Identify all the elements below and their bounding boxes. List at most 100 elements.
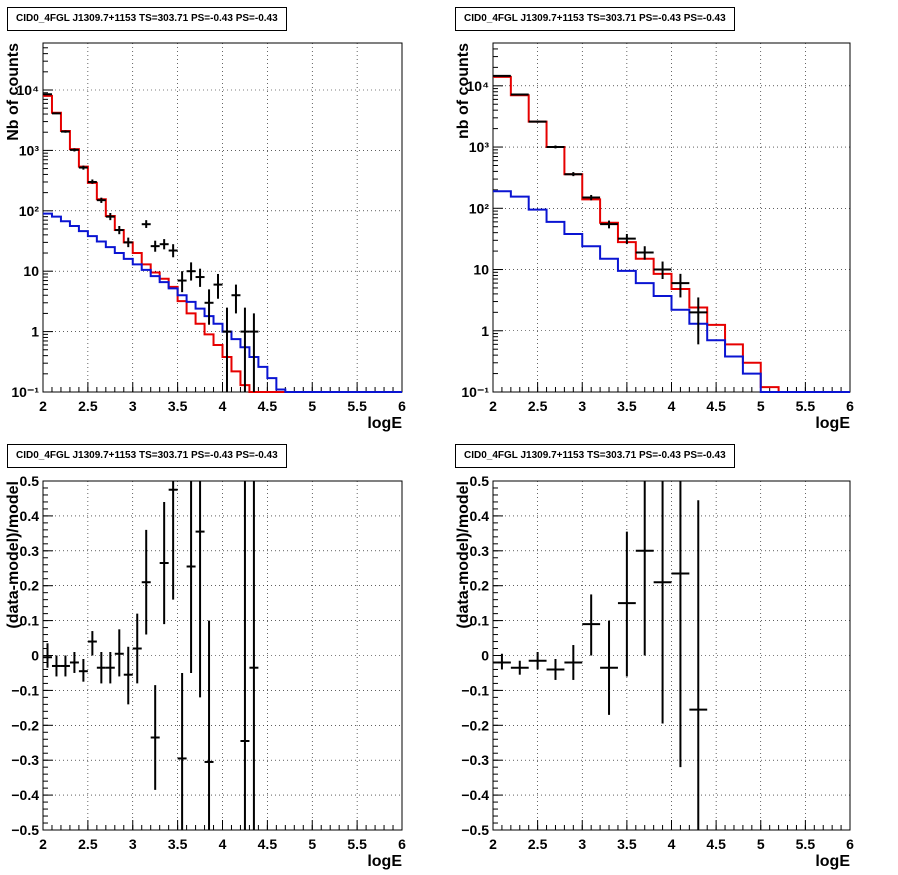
data-point [114,629,124,677]
data-point [51,655,61,677]
data-point [168,244,178,258]
y-tick-label: −0.5 [461,822,489,838]
data-point [43,643,52,668]
data-point [689,500,708,830]
background-model-histogram [493,190,850,393]
y-tick-label: 0.2 [470,578,490,594]
data-point [69,148,79,152]
y-tick-label: 10⁻¹ [461,384,489,400]
y-tick-label: 0.5 [20,473,40,489]
y-tick-label: 0 [31,648,39,664]
data-point [222,307,232,392]
y-tick-label: 0 [481,648,489,664]
data-point [510,93,529,96]
plot-bottom-left: 2 2.5 3 3.5 4 4.5 5 5.5 6 −0.5 −0.4 −0.3 −0.2 −0.1 0 0.… [5,473,406,870]
chart-title-top-left: CID0_4FGL J1309.7+1153 TS=303.71 PS=-0.4… [7,7,287,31]
y-tick-label: 0.5 [470,473,490,489]
data-point [141,220,151,228]
x-axis-label: logE [815,853,850,870]
y-tick-label: −0.4 [11,787,39,803]
y-tick-label: 0.2 [20,578,40,594]
data-point [114,226,124,235]
x-axis-label: logE [367,853,402,870]
data-point [150,685,160,790]
data-point [617,531,636,677]
data-point [510,660,529,675]
data-point [195,268,205,287]
y-tick-label: 1 [481,323,489,339]
y-tick-label: 0.4 [20,508,40,524]
x-tick-label: 4 [219,836,227,852]
x-axis-label: logE [367,415,402,432]
plot-top-left: 2 2.5 3 3.5 4 4.5 5 5.5 6 10⁻¹ 1 10 10² 10³ 10⁴ logE Nb … [5,42,406,432]
plot-frame [42,42,403,393]
chart-title-bottom-right: CID0_4FGL J1309.7+1153 TS=303.71 PS=-0.4… [455,444,735,468]
data-point [51,112,61,115]
y-tick-label: 10² [469,200,490,216]
x-tick-label: 6 [846,398,854,414]
x-tick-label: 5.5 [347,836,367,852]
plot-bottom-right: 2 2.5 3 3.5 4 4.5 5 5.5 6 −0.5 −0.4 −0.3 −0.2 −0.1 0 0.… [455,473,854,870]
data-point [204,620,214,830]
data-point [564,645,583,680]
x-tick-label: 5.5 [796,398,816,414]
data-point [168,481,178,600]
x-tick-label: 3.5 [617,836,637,852]
x-tick-label: 3.5 [168,836,188,852]
data-point [493,74,511,77]
data-point [159,501,169,625]
data-point [195,481,205,698]
data-point [546,658,565,680]
data-point [231,284,241,314]
data-point [96,652,106,684]
y-tick-label: 0.1 [470,613,490,629]
x-axis-label: logE [815,415,850,432]
data-point [87,179,97,184]
y-tick-label: −0.5 [11,822,39,838]
y-tick-label: 0.3 [470,543,490,559]
x-tick-label: 3.5 [617,398,637,414]
plot-frame [42,480,403,831]
x-tick-label: 2.5 [78,836,98,852]
data-point [69,652,79,673]
data-point [617,234,636,245]
data-point [186,262,196,281]
data-point [96,197,106,203]
data-point [105,212,115,221]
data-point [123,646,133,705]
x-tick-label: 2.5 [528,836,548,852]
x-tick-label: 4.5 [258,398,278,414]
y-tick-label: 0.3 [20,543,40,559]
y-axis-label: (data-model)/model [455,481,472,629]
data-point [150,240,160,252]
data-point [132,613,142,684]
x-tick-label: 4 [219,398,227,414]
data-point [249,313,259,392]
y-tick-label: 10³ [469,139,490,155]
plot-frame [492,42,851,393]
data-point [671,273,690,298]
y-tick-label: −0.4 [461,787,489,803]
x-tick-label: 3 [578,398,586,414]
y-tick-label: −0.2 [461,717,489,733]
x-tick-label: 3.5 [168,398,188,414]
y-tick-label: 0.1 [20,613,40,629]
x-tick-label: 2.5 [528,398,548,414]
x-tick-label: 3 [578,836,586,852]
data-point [43,93,52,96]
data-point [564,172,583,177]
data-point [493,653,511,670]
data-point [635,481,654,656]
plot-frame [492,480,851,831]
data-point [249,481,259,830]
data-point [78,165,88,170]
y-tick-label: −0.2 [11,717,39,733]
y-tick-label: 10² [19,203,40,219]
data-point [240,307,250,392]
x-tick-label: 2 [39,836,47,852]
data-point [528,652,547,670]
data-point [78,658,88,682]
y-tick-label: −0.3 [11,752,39,768]
data-point [600,220,618,229]
x-tick-label: 2 [39,398,47,414]
